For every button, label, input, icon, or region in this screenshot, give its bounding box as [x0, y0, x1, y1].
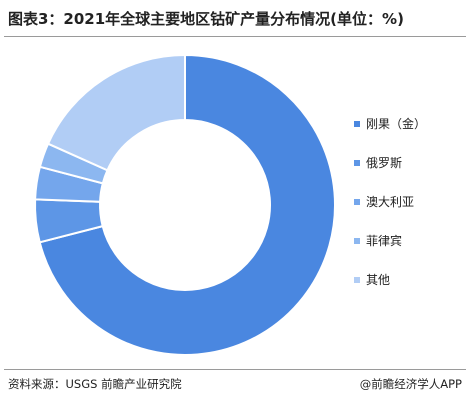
title-divider [4, 36, 466, 37]
legend-label: 刚果（金） [366, 117, 427, 131]
donut-slice [46, 53, 186, 172]
legend-swatch [354, 159, 360, 166]
legend-label: 菲律宾 [366, 234, 403, 248]
credit-note: @前瞻经济学人APP [359, 377, 462, 391]
legend-item: 刚果（金） [354, 113, 426, 134]
legend-item: 俄罗斯 [354, 152, 426, 173]
legend-swatch [354, 237, 360, 244]
footer-divider [4, 369, 466, 370]
legend-label: 澳大利亚 [366, 195, 415, 209]
legend-label: 其他 [366, 273, 391, 287]
legend-swatch [354, 276, 360, 283]
legend-label: 俄罗斯 [366, 156, 403, 170]
legend-swatch [354, 198, 360, 205]
legend-swatch [354, 120, 360, 127]
chart-title: 图表3：2021年全球主要地区钴矿产量分布情况(单位：%) [8, 10, 404, 28]
donut-slice [38, 53, 336, 356]
legend-item: 澳大利亚 [354, 191, 426, 212]
legend-item: 菲律宾 [354, 230, 426, 251]
source-note: 资料来源：USGS 前瞻产业研究院 [8, 377, 182, 391]
legend-item: 其他 [354, 269, 426, 290]
legend: 刚果（金） 俄罗斯 澳大利亚 菲律宾 其他 [354, 113, 426, 308]
